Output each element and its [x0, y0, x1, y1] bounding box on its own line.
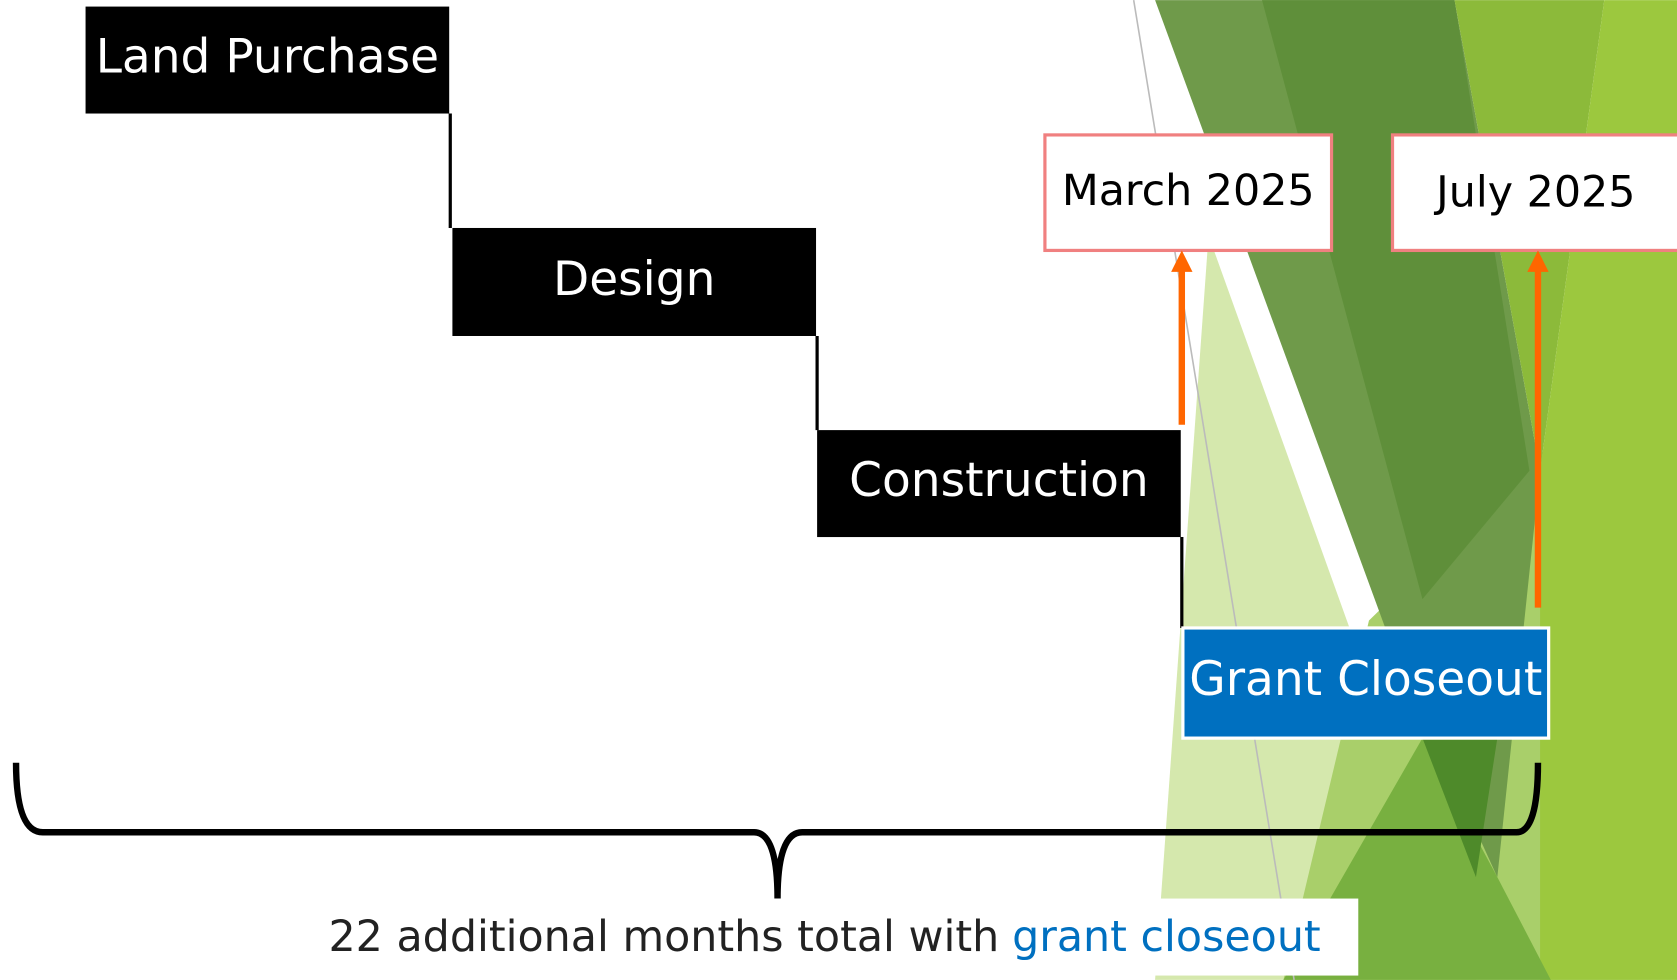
summary-main: 22 additional months total with — [328, 912, 999, 962]
slide: Land Purchase Design Construction Grant … — [0, 0, 1677, 980]
milestone-label: July 2025 — [1433, 167, 1635, 217]
page: Land Purchase Design Construction Grant … — [0, 0, 1677, 980]
summary-text: 22 additional months total with grant clo… — [328, 912, 1320, 962]
step-label: Land Purchase — [96, 30, 439, 85]
milestone-label: March 2025 — [1062, 166, 1315, 216]
step-label: Design — [553, 252, 715, 307]
summary-highlight: grant closeout — [1012, 912, 1321, 962]
step-label: Construction — [849, 453, 1149, 508]
step-label: Grant Closeout — [1189, 652, 1542, 707]
